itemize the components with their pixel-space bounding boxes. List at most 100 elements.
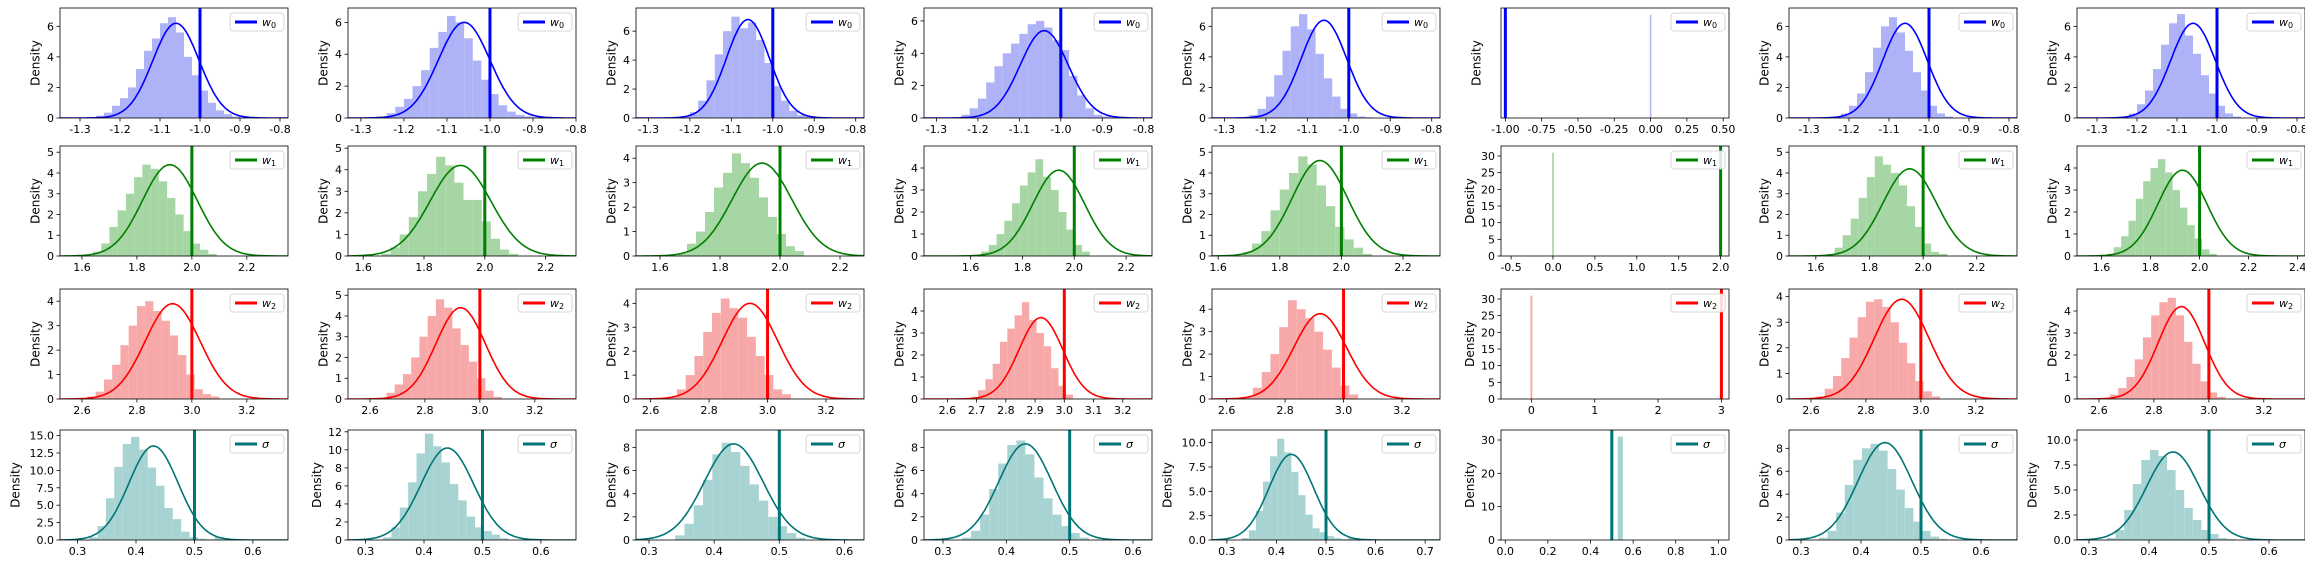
- subplot-r3-c5: 0.0 0.2 0.4 0.6 0.8 1.0 0 10 20 30 Density σ: [1463, 429, 1730, 558]
- axes-frame: [1500, 288, 1730, 400]
- subplot-r0-c5: -1.00 -0.75 -0.50 -0.25 0.00 0.25 0.50 Density w…: [1469, 7, 1735, 136]
- histogram-bar: [417, 191, 428, 256]
- subplot-r3-c1: 0.3 0.4 0.5 0.6 0 2 4 6 8 10 12 Density σ: [310, 426, 577, 558]
- axes-frame: [59, 288, 289, 400]
- y-axis-label: Density: [892, 462, 906, 508]
- histogram-bar: [1248, 530, 1256, 540]
- legend-label: w2: [1991, 297, 2005, 311]
- histogram-bar: [1052, 40, 1061, 118]
- plot-area: [1503, 8, 1652, 118]
- histogram-bar: [1291, 471, 1299, 540]
- y-tick-label: 8: [1776, 442, 1783, 455]
- histogram-bar: [152, 38, 160, 118]
- histogram-bar: [1853, 459, 1862, 540]
- histogram-bar: [468, 361, 478, 399]
- histogram-bar: [1102, 116, 1111, 118]
- histogram-bar: [1865, 72, 1873, 118]
- y-tick-label: 0: [623, 250, 630, 263]
- y-tick-label: 2: [2064, 349, 2071, 362]
- subplot-r1-c2: 1.6 1.8 2.0 2.2 0 1 2 3 4 Density w1: [604, 145, 865, 274]
- histogram-bar: [971, 530, 981, 540]
- histogram-bar: [1261, 231, 1271, 256]
- y-tick-label: 2: [335, 207, 342, 220]
- x-tick-label: -1.1: [721, 123, 742, 136]
- histogram-bar: [391, 527, 400, 540]
- histogram-bar: [2128, 220, 2136, 256]
- histogram-bar: [1312, 528, 1320, 540]
- histogram-bar: [1034, 477, 1044, 540]
- histogram-bar: [2200, 381, 2209, 399]
- histogram-bar: [712, 312, 721, 399]
- histogram-bar: [1889, 17, 1897, 118]
- histogram-bar: [2209, 534, 2219, 540]
- histogram-bar: [1874, 299, 1883, 399]
- histogram-bar: [1617, 436, 1623, 540]
- y-tick-label: 0: [335, 534, 342, 547]
- histogram-bar: [175, 214, 184, 256]
- y-tick-label: 2: [1776, 208, 1783, 221]
- axes-frame: [59, 429, 289, 541]
- histogram-bar: [136, 69, 144, 118]
- y-tick-label: 0: [1776, 393, 1783, 406]
- histogram-bar: [1316, 185, 1326, 256]
- x-tick-label: 2.6: [361, 404, 379, 417]
- x-tick-label: 0.3: [1792, 545, 1810, 558]
- histogram-bar: [395, 106, 404, 118]
- histogram-bar: [445, 165, 455, 256]
- x-tick-label: 3.2: [526, 404, 544, 417]
- y-tick-label: 4: [623, 152, 630, 165]
- histogram-bar: [2208, 392, 2218, 399]
- histogram-bar: [493, 396, 502, 399]
- histogram-bar: [1335, 226, 1345, 256]
- subplot-r1-c3: 1.6 1.8 2.0 2.2 0 1 2 3 4 Density w1: [892, 145, 1153, 274]
- plot-area: [60, 430, 288, 540]
- histogram-bar: [1552, 152, 1554, 256]
- y-tick-label: 1: [47, 229, 54, 242]
- histogram-bar: [1834, 247, 1843, 256]
- x-tick-label: 0.0: [1544, 261, 1562, 274]
- axes-frame: [2076, 145, 2305, 257]
- histogram-bar: [1093, 114, 1103, 118]
- histogram-bar: [1043, 346, 1052, 399]
- y-axis-label: Density: [28, 178, 42, 224]
- y-tick-label: 3: [1776, 316, 1783, 329]
- x-tick-label: 2.2: [2240, 261, 2258, 274]
- histogram-bar: [1085, 108, 1094, 118]
- histogram-bar: [2151, 315, 2160, 399]
- histogram-bar: [694, 355, 704, 399]
- histogram-bar: [438, 31, 447, 118]
- x-tick-label: -1.2: [2126, 123, 2147, 136]
- axes-frame: [1788, 7, 2018, 119]
- axes-frame: [59, 145, 289, 257]
- y-tick-label: 4: [623, 297, 630, 310]
- histogram-bar: [772, 86, 782, 118]
- x-tick-label: 3.2: [1114, 404, 1132, 417]
- histogram-bar: [1921, 530, 1931, 540]
- histogram-bar: [147, 467, 157, 540]
- histogram-bar: [1841, 358, 1850, 399]
- y-tick-label: 0: [623, 393, 630, 406]
- y-axis-label: Density: [604, 40, 618, 86]
- histogram-bar: [1857, 317, 1866, 399]
- subplot-r3-c4: 0.3 0.4 0.5 0.6 0.7 0.0 2.5 5.0 7.5 10.0 Density σ: [1161, 429, 1441, 558]
- histogram-bar: [452, 328, 461, 399]
- axes-frame: [347, 429, 577, 541]
- x-tick-label: -1.0: [1050, 123, 1071, 136]
- legend-label: w2: [1414, 297, 1428, 311]
- histogram-bar: [1070, 533, 1080, 540]
- legend-label: w0: [1414, 16, 1428, 30]
- x-tick-label: 1.0: [1710, 545, 1728, 558]
- histogram-bar: [1035, 159, 1044, 256]
- y-tick-label: 3: [47, 188, 54, 201]
- histogram-bar: [416, 453, 425, 540]
- y-tick-label: 0: [1776, 112, 1783, 125]
- x-tick-label: 1.8: [1861, 261, 1879, 274]
- histogram-bar: [2165, 172, 2173, 256]
- y-tick-label: 0: [47, 112, 54, 125]
- histogram-bar: [712, 454, 722, 540]
- histogram-bar: [1279, 189, 1290, 256]
- histogram-bar: [1270, 210, 1280, 256]
- histogram-bar: [136, 306, 146, 399]
- histogram-bar: [1326, 206, 1336, 256]
- y-tick-label: 8: [623, 441, 630, 454]
